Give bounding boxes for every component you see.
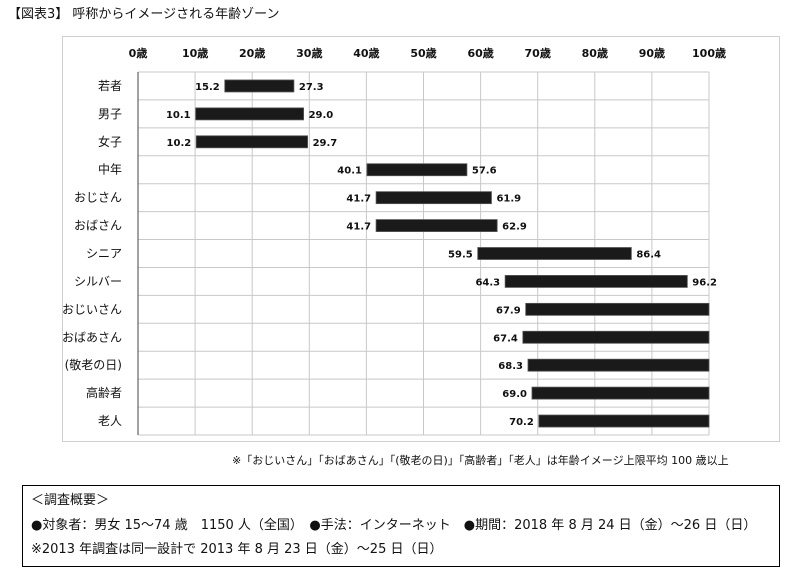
category-label-7: シルバー	[74, 274, 122, 288]
end-value-label-5: 62.9	[502, 222, 527, 233]
end-value-label-4: 61.9	[496, 194, 521, 205]
start-value-label-2: 10.2	[167, 138, 192, 149]
survey-heading: ＜調査概要＞	[31, 493, 110, 508]
start-value-label-3: 40.1	[337, 166, 362, 177]
range-bar-4	[375, 191, 492, 205]
start-value-label-0: 15.2	[195, 82, 220, 93]
category-label-3: 中年	[98, 162, 122, 177]
range-bar-5	[375, 219, 498, 232]
x-tick-label-20: 20歳	[239, 46, 265, 60]
range-bar-0	[224, 79, 295, 93]
range-bar-2	[195, 135, 308, 149]
category-label-12: 老人	[98, 414, 122, 428]
x-tick-label-50: 50歳	[410, 46, 436, 60]
start-value-label-1: 10.1	[166, 110, 191, 121]
start-value-label-4: 41.7	[346, 194, 371, 205]
category-label-1: 男子	[98, 107, 122, 121]
survey-details: ●対象者：男女 15～74 歳 1150 人（全国） ●手法：インターネット ●…	[31, 518, 757, 533]
end-value-label-6: 86.4	[636, 250, 661, 261]
category-label-6: シニア	[86, 247, 122, 261]
range-bar-11	[531, 386, 710, 400]
range-bar-6	[477, 247, 632, 260]
range-bar-12	[538, 414, 710, 428]
range-bar-9	[522, 330, 710, 344]
range-bar-8	[525, 302, 710, 316]
x-tick-label-0: 0歳	[129, 46, 148, 60]
x-tick-label-10: 10歳	[182, 46, 208, 60]
survey-note: ※2013 年調査は同一設計で 2013 年 8 月 23 日（金）～25 日（…	[31, 542, 443, 557]
chart-title: 【図表3】 呼称からイメージされる年齢ゾーン	[8, 7, 280, 22]
survey-summary-box: ＜調査概要＞ ●対象者：男女 15～74 歳 1150 人（全国） ●手法：イン…	[22, 485, 780, 567]
x-tick-label-80: 80歳	[582, 46, 608, 60]
x-tick-label-40: 40歳	[353, 46, 379, 60]
start-value-label-11: 69.0	[502, 389, 527, 400]
x-tick-label-30: 30歳	[296, 46, 322, 60]
category-label-5: おばさん	[74, 219, 122, 233]
category-label-9: おばあさん	[62, 330, 122, 344]
x-tick-label-70: 70歳	[525, 46, 551, 60]
start-value-label-8: 67.9	[496, 305, 521, 316]
range-bar-7	[504, 275, 688, 288]
category-label-8: おじいさん	[62, 302, 122, 316]
range-bar-10	[527, 358, 710, 372]
end-value-label-0: 27.3	[299, 82, 324, 93]
x-tick-label-100: 100歳	[692, 46, 726, 60]
x-tick-label-60: 60歳	[467, 46, 493, 60]
start-value-label-9: 67.4	[493, 333, 518, 344]
category-label-0: 若者	[98, 79, 122, 93]
start-value-label-10: 68.3	[498, 361, 523, 372]
category-label-11: 高齢者	[86, 385, 122, 400]
range-bar-1	[195, 107, 304, 121]
x-tick-label-90: 90歳	[639, 46, 665, 60]
start-value-label-7: 64.3	[475, 277, 500, 288]
category-label-2: 女子	[98, 134, 122, 149]
category-label-10: (敬老の日)	[65, 358, 122, 372]
range-bar-3	[366, 163, 468, 177]
start-value-label-5: 41.7	[346, 222, 371, 233]
end-value-label-2: 29.7	[313, 138, 338, 149]
start-value-label-12: 70.2	[509, 417, 534, 428]
category-label-4: おじさん	[74, 191, 122, 205]
start-value-label-6: 59.5	[448, 250, 473, 261]
end-value-label-7: 96.2	[692, 277, 717, 288]
end-value-label-3: 57.6	[472, 166, 497, 177]
end-value-label-1: 29.0	[309, 110, 334, 121]
chart-frame	[62, 36, 780, 442]
chart-footnote: ※「おじいさん」「おばあさん」「(敬老の日)」「高齢者」「老人」は年齢イメージ上…	[232, 454, 729, 467]
